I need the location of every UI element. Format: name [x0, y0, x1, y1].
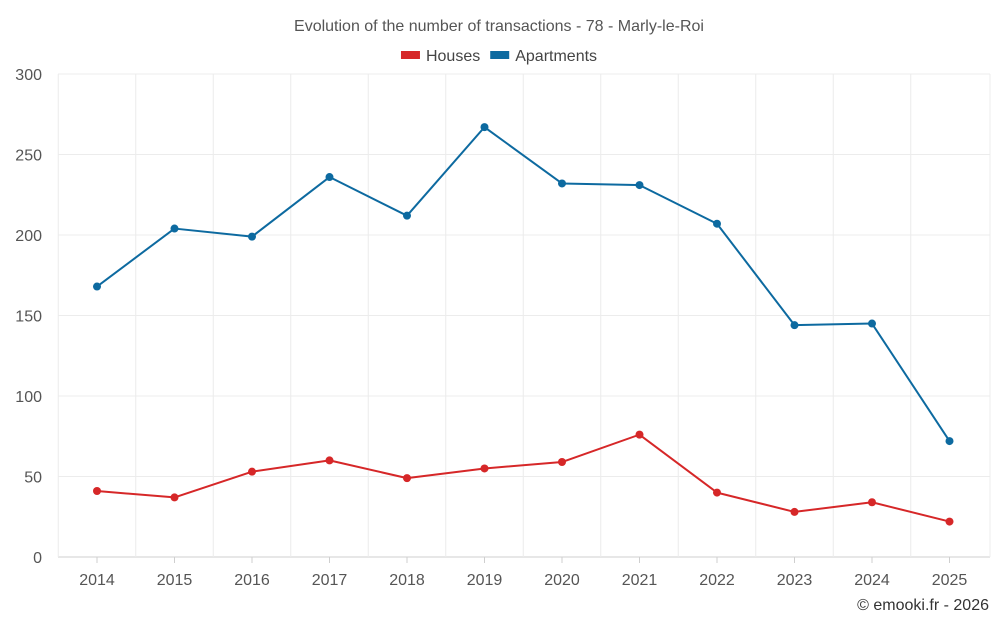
- y-tick-label: 200: [15, 228, 42, 245]
- y-tick-label: 300: [15, 67, 42, 84]
- x-tick-label: 2016: [234, 572, 270, 589]
- data-point[interactable]: [170, 224, 179, 233]
- x-tick-label: 2019: [467, 572, 503, 589]
- x-tick-label: 2014: [79, 572, 115, 589]
- data-point[interactable]: [945, 517, 954, 526]
- data-point[interactable]: [248, 232, 256, 241]
- legend: Houses Apartments: [400, 48, 597, 65]
- data-point[interactable]: [480, 464, 489, 473]
- data-point[interactable]: [945, 437, 954, 446]
- y-tick-label: 100: [15, 389, 42, 406]
- series-line: [96, 433, 950, 523]
- x-tick-label: 2015: [157, 572, 193, 589]
- data-point[interactable]: [713, 488, 721, 497]
- y-tick-label: 50: [24, 470, 42, 487]
- data-point[interactable]: [480, 123, 489, 132]
- credit: © emooki.fr - 2026: [857, 597, 989, 614]
- data-point[interactable]: [170, 493, 179, 502]
- data-point[interactable]: [325, 456, 334, 465]
- grid: [57, 73, 991, 558]
- data-point[interactable]: [868, 498, 876, 507]
- data-point[interactable]: [868, 319, 876, 328]
- x-tick-label: 2023: [777, 572, 813, 589]
- series-line: [96, 126, 951, 442]
- x-tick-label: 2021: [622, 572, 658, 589]
- legend-label: Houses: [426, 48, 480, 65]
- x-tick-label: 2018: [389, 572, 425, 589]
- data-point[interactable]: [635, 430, 644, 439]
- chart-title: Evolution of the number of transactions …: [294, 18, 704, 35]
- data-point[interactable]: [248, 467, 256, 476]
- data-point[interactable]: [713, 219, 721, 228]
- x-tick-label: 2024: [854, 572, 890, 589]
- x-tick-label: 2020: [544, 572, 580, 589]
- y-tick-label: 0: [33, 550, 42, 567]
- x-tick-label: 2025: [932, 572, 968, 589]
- data-point[interactable]: [558, 179, 566, 188]
- x-axis: 2014 2015 2016 2017 2018 2019 2020 2021 2022 2023…: [79, 557, 967, 589]
- legend-item-houses[interactable]: Houses: [400, 48, 480, 65]
- y-axis: 0 50 100 150 200 250 300: [15, 67, 42, 567]
- data-point[interactable]: [403, 474, 411, 483]
- y-tick-label: 250: [15, 148, 42, 165]
- data-point[interactable]: [403, 211, 411, 220]
- legend-swatch: [490, 51, 510, 59]
- data-point[interactable]: [635, 181, 644, 190]
- x-tick-label: 2017: [312, 572, 348, 589]
- series-apartments: [93, 123, 954, 446]
- data-point[interactable]: [790, 507, 799, 516]
- legend-swatch: [400, 51, 420, 59]
- data-point[interactable]: [93, 282, 101, 291]
- series-group: [93, 123, 954, 526]
- data-point[interactable]: [790, 321, 799, 330]
- series-houses: [93, 430, 954, 526]
- data-point[interactable]: [558, 458, 566, 467]
- x-tick-label: 2022: [699, 572, 735, 589]
- legend-label: Apartments: [515, 48, 597, 65]
- y-tick-label: 150: [15, 309, 42, 326]
- data-point[interactable]: [93, 486, 101, 495]
- legend-item-apartments[interactable]: Apartments: [490, 48, 597, 65]
- data-point[interactable]: [325, 173, 334, 182]
